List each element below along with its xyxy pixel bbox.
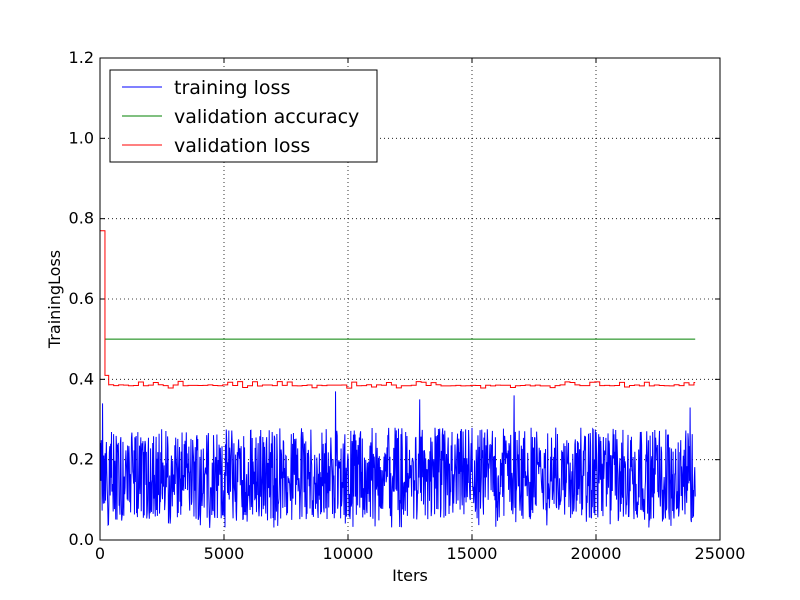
series-group <box>99 230 696 528</box>
y-tick-label: 1.2 <box>69 48 94 67</box>
plot-frame <box>99 57 721 541</box>
y-tick-label: 0.4 <box>69 369 94 388</box>
x-tick-label: 25000 <box>695 544 746 563</box>
legend-label: validation loss <box>174 135 310 157</box>
x-tick-label: 5000 <box>204 544 245 563</box>
series-line-training-loss <box>99 391 696 528</box>
x-tick-label: 20000 <box>571 544 622 563</box>
y-tick-label: 0.6 <box>69 289 94 308</box>
legend-label: validation accuracy <box>174 106 359 128</box>
legend: training loss validation accuracy validati… <box>109 69 378 163</box>
tick-labels: 0 5000 10000 15000 20000 25000 0.0 0.2 0.4 0.6 0.8… <box>69 48 746 563</box>
y-tick-label: 1.0 <box>69 128 94 147</box>
x-tick-label: 0 <box>95 544 105 563</box>
y-axis-label: TrainingLoss <box>45 250 64 349</box>
y-tick-label: 0.0 <box>69 530 94 549</box>
legend-label: training loss <box>174 77 290 99</box>
x-tick-label: 15000 <box>447 544 498 563</box>
x-axis-label: Iters <box>392 566 428 585</box>
y-tick-label: 0.2 <box>69 450 94 469</box>
series-line-validation-loss <box>100 230 696 389</box>
x-tick-label: 10000 <box>323 544 374 563</box>
y-tick-label: 0.8 <box>69 209 94 228</box>
